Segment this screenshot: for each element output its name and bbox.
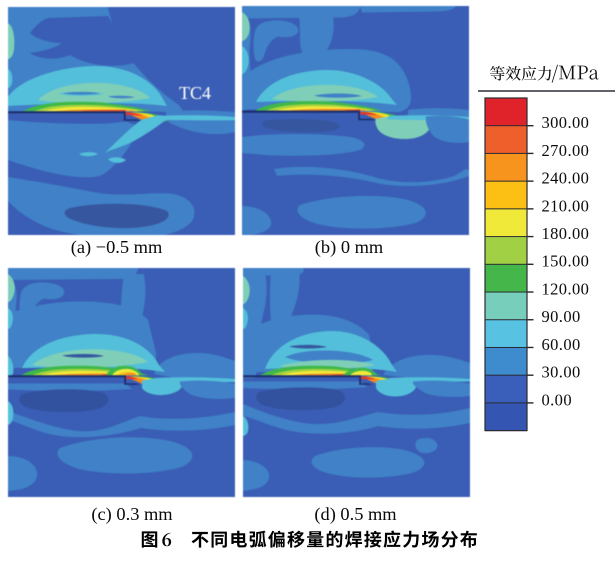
svg-text:240.00: 240.00: [542, 169, 590, 188]
svg-text:TC4: TC4: [179, 83, 211, 103]
svg-text:300.00: 300.00: [542, 113, 590, 132]
svg-text:150.00: 150.00: [542, 252, 590, 271]
svg-text:90.00: 90.00: [542, 307, 581, 326]
svg-text:180.00: 180.00: [542, 224, 590, 243]
svg-text:120.00: 120.00: [542, 279, 590, 298]
svg-text:30.00: 30.00: [542, 363, 581, 382]
svg-text:210.00: 210.00: [542, 196, 590, 215]
svg-text:60.00: 60.00: [542, 335, 581, 354]
svg-text:270.00: 270.00: [542, 141, 590, 160]
svg-text:0.00: 0.00: [542, 390, 572, 409]
